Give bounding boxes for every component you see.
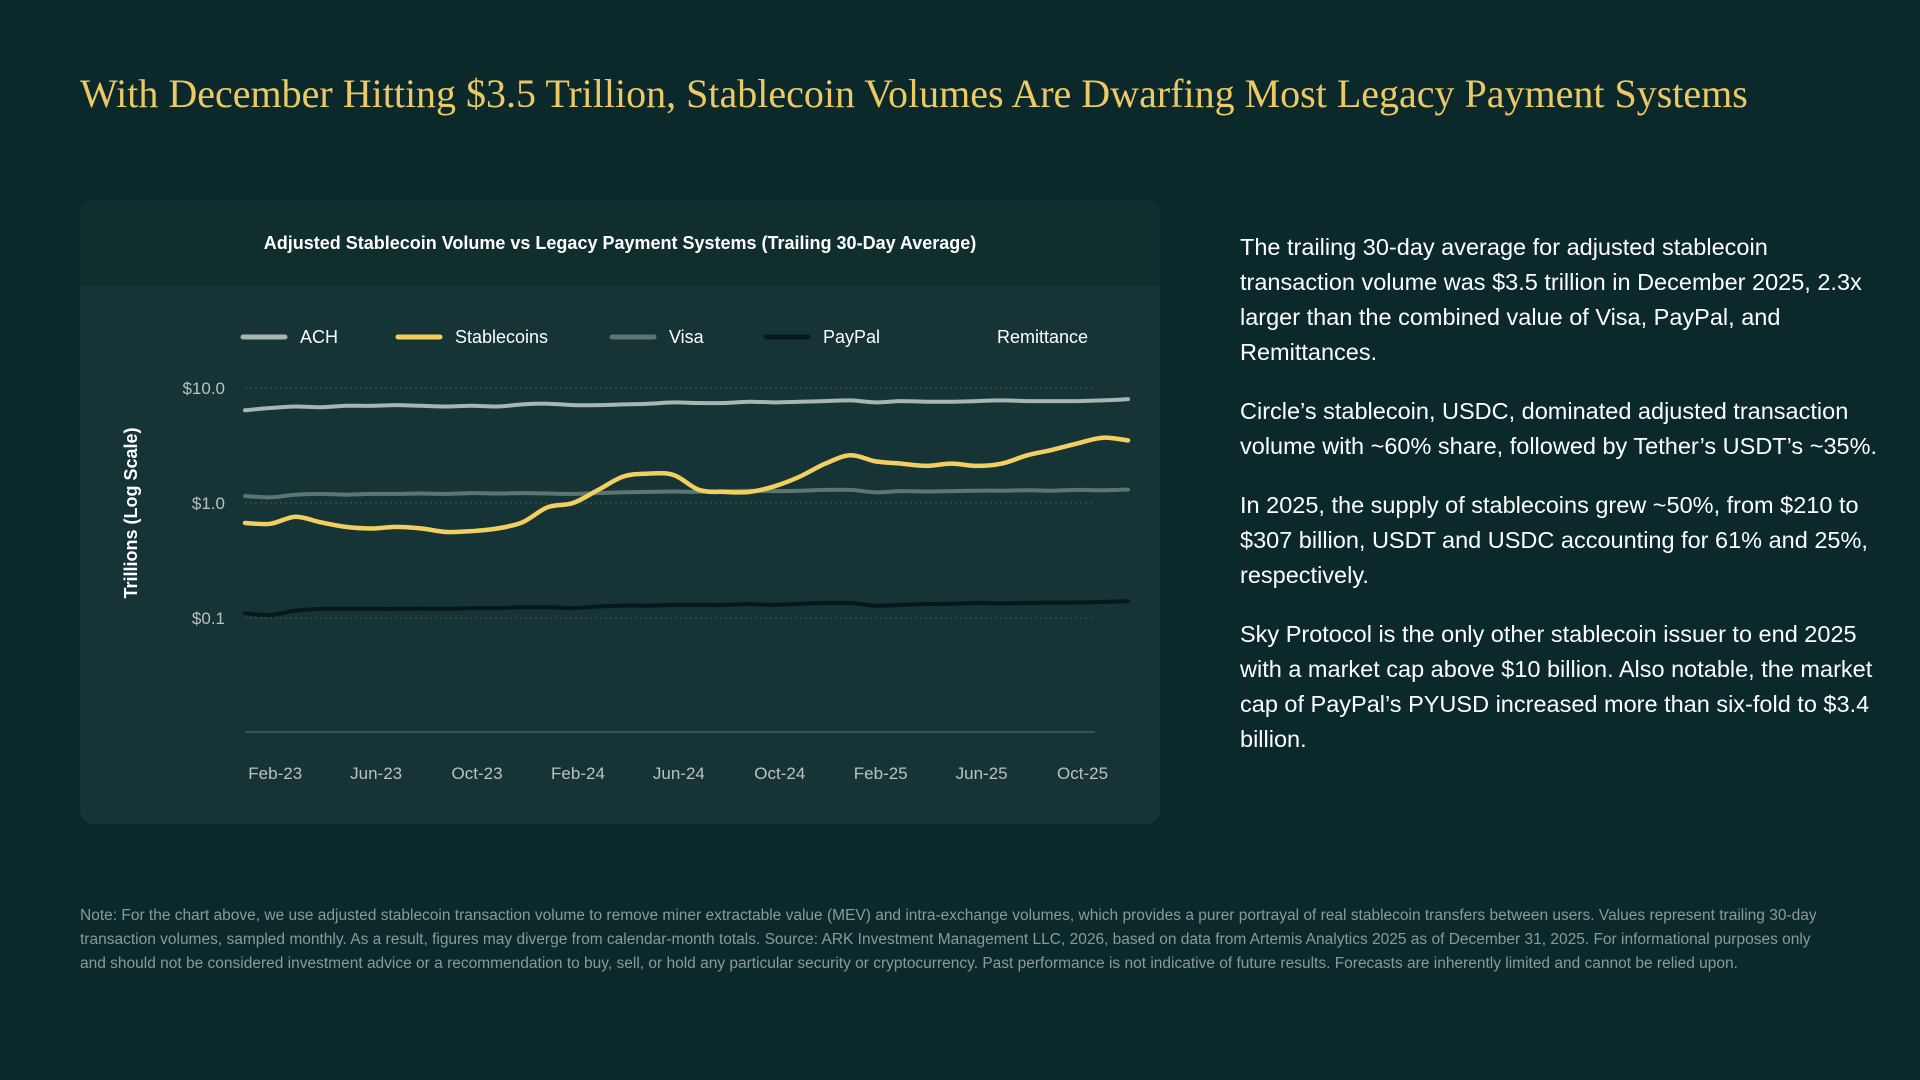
legend-label: ACH bbox=[300, 327, 338, 347]
x-tick-label: Feb-24 bbox=[551, 764, 605, 783]
legend-item-ach[interactable]: ACH bbox=[240, 327, 338, 347]
series-line-stablecoins bbox=[242, 435, 1131, 535]
commentary-paragraph-1: The trailing 30-day average for adjusted… bbox=[1240, 234, 1862, 365]
chart-header: Adjusted Stablecoin Volume vs Legacy Pay… bbox=[80, 200, 1160, 286]
x-tick-label: Feb-23 bbox=[248, 764, 302, 783]
axis-layer: $10.0 $1.0 $0.1 Feb-23 Jun-23 Oct-23 Feb-24 Jun… bbox=[182, 379, 1108, 783]
series-line-ach bbox=[243, 397, 1130, 413]
x-tick-label: Oct-25 bbox=[1057, 764, 1108, 783]
y-axis-label: Trillions (Log Scale) bbox=[121, 427, 141, 598]
commentary-paragraph-3: In 2025, the supply of stablecoins grew … bbox=[1240, 492, 1868, 588]
legend-item-visa[interactable]: Visa bbox=[609, 327, 705, 347]
x-tick-label: Oct-24 bbox=[754, 764, 805, 783]
legend-item-paypal[interactable]: PayPal bbox=[763, 327, 880, 347]
series-line-paypal bbox=[243, 599, 1130, 618]
chart-panel: Adjusted Stablecoin Volume vs Legacy Pay… bbox=[80, 200, 1160, 824]
x-tick-label: Feb-25 bbox=[854, 764, 908, 783]
line-chart: ACH Stablecoins Visa PayPal Remittance $10.0… bbox=[121, 327, 1131, 783]
grid-layer bbox=[245, 387, 1095, 619]
series-line-remittance bbox=[243, 628, 1130, 641]
legend: ACH Stablecoins Visa PayPal Remittance bbox=[240, 327, 1088, 347]
legend-label: PayPal bbox=[823, 327, 880, 347]
x-tick-label: Jun-23 bbox=[350, 764, 402, 783]
legend-label: Remittance bbox=[997, 327, 1088, 347]
y-tick-label: $1.0 bbox=[192, 494, 225, 513]
page-title: With December Hitting $3.5 Trillion, Sta… bbox=[80, 71, 1748, 116]
y-tick-label: $10.0 bbox=[182, 379, 225, 398]
legend-item-stablecoins[interactable]: Stablecoins bbox=[395, 327, 548, 347]
x-tick-label: Oct-23 bbox=[452, 764, 503, 783]
commentary-paragraph-2: Circle’s stablecoin, USDC, dominated adj… bbox=[1240, 398, 1878, 459]
y-tick-label: $0.1 bbox=[192, 609, 225, 628]
legend-label: Visa bbox=[669, 327, 705, 347]
legend-label: Stablecoins bbox=[455, 327, 548, 347]
x-tick-label: Jun-24 bbox=[653, 764, 705, 783]
series-line-visa bbox=[243, 487, 1130, 500]
footnote: Note: For the chart above, we use adjust… bbox=[80, 907, 1817, 972]
legend-item-remittance[interactable]: Remittance bbox=[937, 327, 1088, 347]
chart-title: Adjusted Stablecoin Volume vs Legacy Pay… bbox=[263, 232, 977, 253]
series-layer bbox=[242, 397, 1131, 641]
commentary-paragraph-4: Sky Protocol is the only other stablecoi… bbox=[1240, 621, 1873, 752]
commentary: The trailing 30-day average for adjusted… bbox=[1240, 230, 1880, 781]
x-tick-label: Jun-25 bbox=[956, 764, 1008, 783]
